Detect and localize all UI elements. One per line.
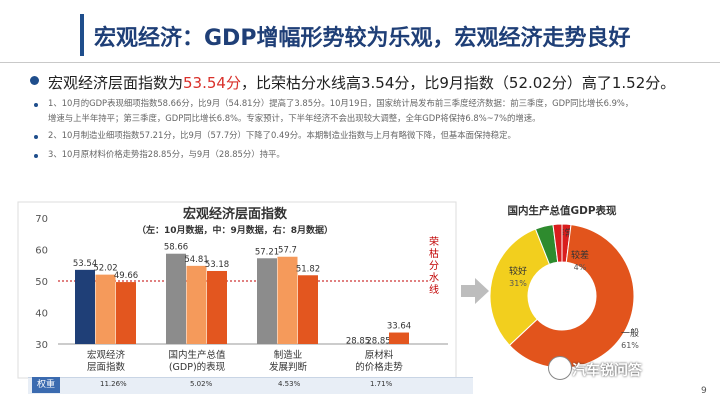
y-tick-label: 60 [35, 246, 48, 257]
arrow-right-icon [461, 278, 489, 304]
bar-value-label: 58.66 [164, 243, 188, 253]
x-tick-label: 宏观经济 [87, 349, 126, 361]
weight-value: 4.53% [278, 380, 301, 388]
weight-value: 5.02% [190, 380, 213, 388]
wechat-icon [548, 356, 572, 380]
bar [389, 332, 409, 344]
x-tick-label: 国内生产总值 [168, 349, 226, 361]
slice-pct-label: 4% [574, 263, 587, 272]
slice-label: 较好 [509, 265, 527, 277]
bar-value-label: 57.7 [278, 246, 297, 256]
x-tick-label: 层面指数 [87, 361, 126, 373]
weight-label: 权重 [32, 377, 60, 393]
weight-value: 1.71% [370, 380, 393, 388]
bar [298, 275, 318, 344]
bullet-icon [30, 76, 39, 85]
summary-value: 53.54分 [183, 74, 241, 92]
slice-pct-label: 31% [509, 279, 527, 288]
y-tick-label: 30 [35, 340, 48, 351]
reference-line-label: 水 [429, 272, 439, 284]
bar [257, 258, 277, 344]
bar [277, 256, 298, 344]
reference-line-label: 线 [429, 283, 439, 296]
bar-value-label: 53.54 [73, 259, 97, 269]
y-tick-label: 70 [35, 214, 48, 225]
title-divider [0, 62, 720, 63]
watermark: 汽车锐问答 [572, 363, 642, 379]
note-1-cont: 增速与上半年持平；第三季度，GDP同比增长6.8%。专家预计，下半年经济不会出现… [48, 113, 541, 123]
chart-subtitle: （左：10月数据，中：9月数据，右：8月数据） [137, 224, 333, 236]
weight-value: 11.26% [100, 380, 127, 388]
bar-value-label: 28.85 [346, 337, 370, 347]
donut-slice [552, 223, 563, 263]
bar [116, 282, 136, 344]
bullet-icon [34, 103, 38, 107]
donut-slice [508, 224, 635, 369]
reference-line-label: 荣 [429, 236, 439, 248]
bar-chart: 宏观经济层面指数 （左：10月数据，中：9月数据，右：8月数据） 30 40 50 60 7… [17, 201, 457, 379]
bar-value-label: 28.85 [366, 337, 390, 347]
donut-slice [490, 228, 551, 346]
page-number: 9 [701, 386, 707, 396]
note-3: 3、10月原材料价格走势指28.85分，与9月（28.85分）持平。 [48, 149, 285, 159]
x-tick-label: 原材料 [365, 349, 394, 361]
slice-pct-label: 61% [621, 341, 639, 350]
donut-title: 国内生产总值GDP表现 [507, 204, 617, 217]
chart-title: 宏观经济层面指数 [183, 206, 288, 222]
bar-value-label: 53.18 [205, 260, 229, 270]
bar-value-label: 49.66 [114, 271, 138, 281]
bar [75, 269, 95, 344]
x-tick-label: 的价格走势 [355, 361, 403, 373]
bar [207, 270, 227, 344]
x-tick-label: 发展判断 [269, 361, 308, 373]
summary-after: ，比荣枯分水线高3.54分，比9月指数（52.02分）高了1.52分。 [240, 74, 676, 92]
bar [186, 265, 207, 344]
slice-label: 一般 [621, 327, 639, 339]
summary-before: 宏观经济层面指数为 [48, 74, 184, 92]
bar [95, 274, 116, 344]
weight-bar [28, 377, 473, 394]
note-2: 2、10月制造业细项指数57.21分，比9月（57.7分）下降了0.49分。本期… [48, 130, 516, 140]
note-1: 1、10月的GDP表现细项指数58.66分，比9月（54.81分）提高了3.85… [48, 98, 634, 108]
x-tick-label: (GDP)的表现 [169, 361, 226, 373]
title-accent-bar [80, 14, 694, 56]
summary-line: 宏观经济层面指数为53.54分，比荣枯分水线高3.54分，比9月指数（52.02… [48, 72, 675, 93]
y-tick-label: 50 [35, 277, 48, 288]
bar-value-label: 52.02 [93, 264, 117, 274]
reference-line-label: 枯 [429, 247, 439, 260]
slice-label: 较差 [571, 249, 589, 261]
bullet-icon [34, 154, 38, 158]
x-tick-label: 制造业 [274, 349, 303, 361]
reference-line-label: 分 [429, 260, 439, 272]
page-title: 宏观经济：GDP增幅形势较为乐观，宏观经济走势良好 [94, 26, 631, 51]
bullet-icon [34, 135, 38, 139]
bar-value-label: 51.82 [296, 264, 320, 274]
bar-value-label: 33.64 [387, 322, 411, 332]
bar-value-label: 57.21 [255, 247, 279, 257]
bar-value-label: 54.81 [184, 255, 208, 265]
bar [166, 253, 186, 344]
y-tick-label: 40 [35, 309, 48, 320]
